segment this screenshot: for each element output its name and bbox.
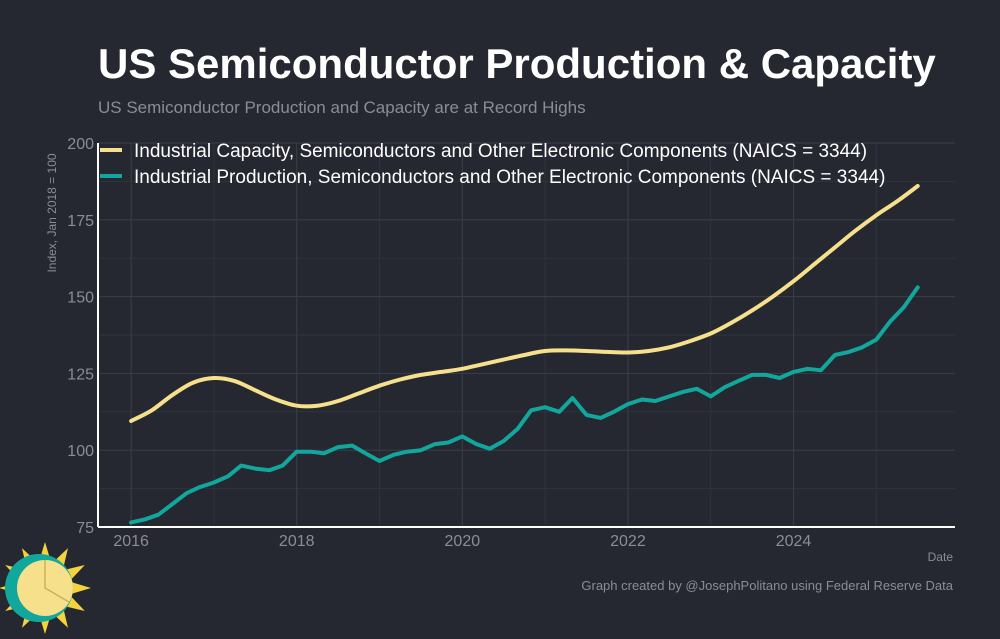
y-tick-label: 75	[76, 520, 94, 537]
series-line-capacity	[129, 184, 920, 423]
sun-logo-icon	[0, 542, 91, 634]
y-tick-label: 125	[67, 366, 94, 383]
sun-ray	[71, 582, 91, 594]
y-tick-label: 150	[67, 290, 94, 307]
x-tick-label: 2016	[113, 533, 149, 550]
x-axis-label: Date	[928, 550, 954, 564]
series-lines	[129, 184, 920, 525]
y-tick-label: 175	[67, 213, 94, 230]
x-axis: 2016 2018 2020 2022 2024	[98, 526, 955, 550]
y-axis-label: Index, Jan 2018 = 100	[45, 153, 59, 272]
legend: Industrial Capacity, Semiconductors and …	[100, 141, 885, 188]
sun-detail	[44, 560, 70, 603]
y-axis: 75 100 125 150 175 200	[67, 136, 99, 537]
legend-label-production: Industrial Production, Semiconductors an…	[134, 167, 885, 188]
x-tick-label: 2024	[776, 533, 812, 550]
y-tick-label: 200	[67, 136, 94, 153]
x-tick-label: 2018	[279, 533, 315, 550]
legend-label-capacity: Industrial Capacity, Semiconductors and …	[134, 141, 867, 162]
x-tick-label: 2020	[445, 533, 481, 550]
series-line-production	[129, 285, 920, 525]
chart-subtitle: US Semiconductor Production and Capacity…	[98, 98, 586, 117]
y-tick-label: 100	[67, 443, 94, 460]
grid-lines	[98, 142, 955, 528]
x-tick-label: 2022	[610, 533, 646, 550]
source-caption: Graph created by @JosephPolitano using F…	[581, 578, 953, 593]
chart-title: US Semiconductor Production & Capacity	[98, 40, 936, 87]
